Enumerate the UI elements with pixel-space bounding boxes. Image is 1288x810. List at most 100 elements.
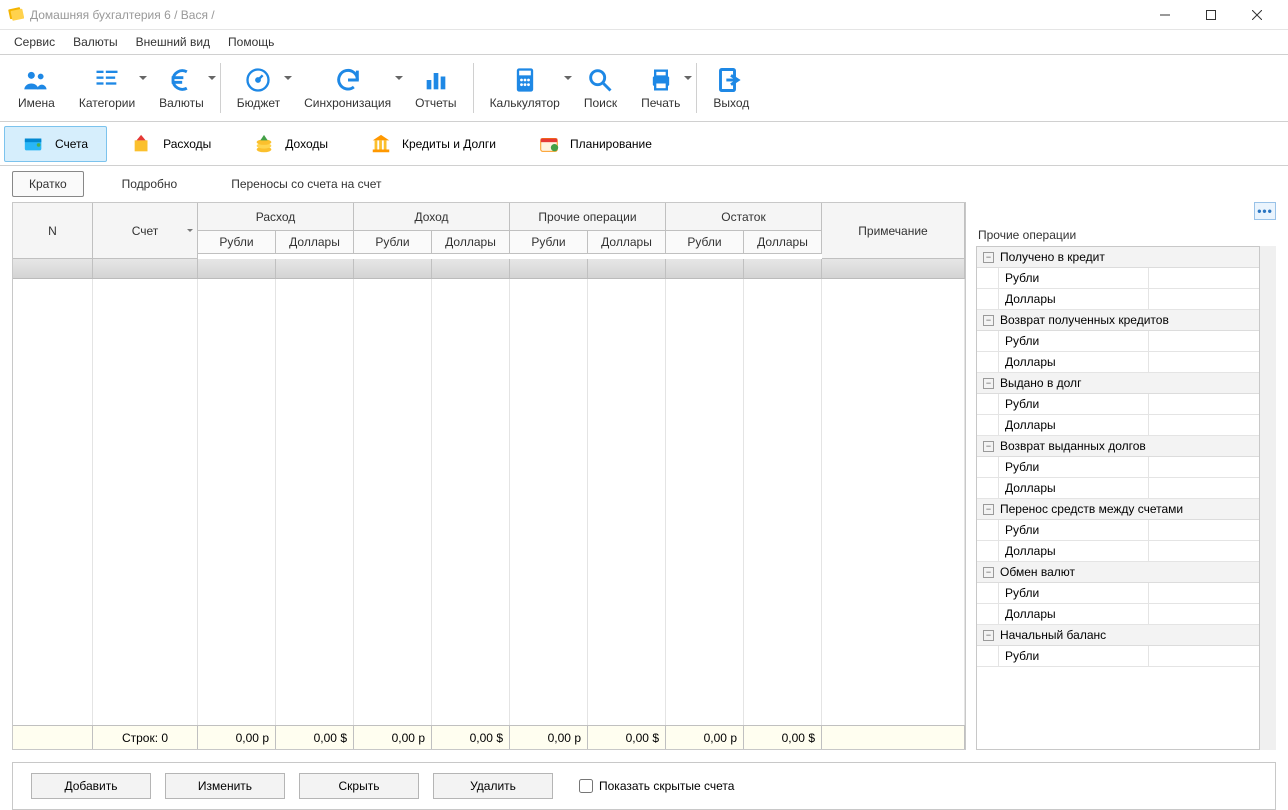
toolbar-print[interactable]: Печать (631, 64, 690, 112)
side-row[interactable]: Доллары (977, 478, 1259, 499)
col-other-rub[interactable]: Рубли (510, 231, 588, 254)
grid-footer: Строк: 0 0,00 р 0,00 $ 0,00 р 0,00 $ 0,0… (13, 725, 965, 749)
tab-planning[interactable]: Планирование (520, 127, 670, 161)
menubar: Сервис Валюты Внешний вид Помощь (0, 30, 1288, 54)
add-button[interactable]: Добавить (31, 773, 151, 799)
col-balance-usd[interactable]: Доллары (744, 231, 822, 254)
col-expense-usd[interactable]: Доллары (276, 231, 354, 254)
side-group-header[interactable]: −Получено в кредит (977, 247, 1259, 268)
menu-view[interactable]: Внешний вид (128, 32, 218, 52)
side-row[interactable]: Рубли (977, 520, 1259, 541)
tab-label: Доходы (285, 137, 328, 151)
side-group-header[interactable]: −Возврат выданных долгов (977, 436, 1259, 457)
exit-icon (717, 66, 745, 94)
hide-button[interactable]: Скрыть (299, 773, 419, 799)
tab-accounts[interactable]: Счета (4, 126, 107, 162)
close-button[interactable] (1234, 0, 1280, 30)
colgroup-expense[interactable]: Расход (198, 203, 354, 231)
collapse-icon[interactable]: − (983, 441, 994, 452)
menu-help[interactable]: Помощь (220, 32, 282, 52)
col-income-usd[interactable]: Доллары (432, 231, 510, 254)
separator (220, 63, 221, 113)
side-row[interactable]: Рубли (977, 457, 1259, 478)
toolbar-reports[interactable]: Отчеты (405, 64, 466, 112)
grid-body[interactable] (13, 279, 965, 725)
col-account[interactable]: Счет (93, 203, 198, 259)
side-group-header[interactable]: −Начальный баланс (977, 625, 1259, 646)
side-row[interactable]: Доллары (977, 604, 1259, 625)
footer-oth-rub: 0,00 р (510, 726, 588, 749)
toolbar-exit[interactable]: Выход (703, 64, 759, 112)
side-row[interactable]: Рубли (977, 268, 1259, 289)
group-label: Перенос средств между счетами (1000, 502, 1183, 516)
side-row[interactable]: Рубли (977, 583, 1259, 604)
wallet-icon (23, 133, 45, 155)
side-row[interactable]: Доллары (977, 415, 1259, 436)
collapse-icon[interactable]: − (983, 567, 994, 578)
colgroup-balance[interactable]: Остаток (666, 203, 822, 231)
colgroup-other[interactable]: Прочие операции (510, 203, 666, 231)
menu-currencies[interactable]: Валюты (65, 32, 126, 52)
side-row[interactable]: Доллары (977, 541, 1259, 562)
collapse-icon[interactable]: − (983, 504, 994, 515)
euro-icon (167, 66, 195, 94)
currency-label: Доллары (999, 352, 1149, 372)
side-row[interactable]: Доллары (977, 352, 1259, 373)
bottom-toolbar: Добавить Изменить Скрыть Удалить Показат… (12, 762, 1276, 810)
colgroup-income[interactable]: Доход (354, 203, 510, 231)
subtab-detail[interactable]: Подробно (106, 172, 194, 196)
tab-expenses[interactable]: Расходы (113, 127, 229, 161)
minimize-button[interactable] (1142, 0, 1188, 30)
col-note[interactable]: Примечание (822, 203, 965, 259)
side-group-header[interactable]: −Обмен валют (977, 562, 1259, 583)
collapse-icon[interactable]: − (983, 378, 994, 389)
col-income-rub[interactable]: Рубли (354, 231, 432, 254)
subtab-brief[interactable]: Кратко (12, 171, 84, 197)
side-row[interactable]: Доллары (977, 289, 1259, 310)
panel-menu-button[interactable]: ••• (1254, 202, 1276, 220)
gauge-icon (244, 66, 272, 94)
col-balance-rub[interactable]: Рубли (666, 231, 744, 254)
currency-label: Рубли (999, 646, 1149, 666)
delete-button[interactable]: Удалить (433, 773, 553, 799)
scrollbar[interactable] (1260, 246, 1276, 750)
search-icon (586, 66, 614, 94)
side-group-header[interactable]: −Перенос средств между счетами (977, 499, 1259, 520)
currency-label: Рубли (999, 394, 1149, 414)
titlebar: Домашняя бухгалтерия 6 / Вася / (0, 0, 1288, 30)
print-icon (647, 66, 675, 94)
col-expense-rub[interactable]: Рубли (198, 231, 276, 254)
collapse-icon[interactable]: − (983, 315, 994, 326)
side-row[interactable]: Рубли (977, 331, 1259, 352)
side-row[interactable]: Рубли (977, 646, 1259, 667)
group-label: Возврат выданных долгов (1000, 439, 1146, 453)
maximize-button[interactable] (1188, 0, 1234, 30)
menu-service[interactable]: Сервис (6, 32, 63, 52)
tab-income[interactable]: Доходы (235, 127, 346, 161)
toolbar-names[interactable]: Имена (8, 64, 65, 112)
window-title: Домашняя бухгалтерия 6 / Вася / (30, 8, 215, 22)
collapse-icon[interactable]: − (983, 630, 994, 641)
toolbar-budget[interactable]: Бюджет (227, 64, 290, 112)
side-row[interactable]: Рубли (977, 394, 1259, 415)
tab-credits[interactable]: Кредиты и Долги (352, 127, 514, 161)
col-other-usd[interactable]: Доллары (588, 231, 666, 254)
edit-button[interactable]: Изменить (165, 773, 285, 799)
toolbar-calculator[interactable]: Калькулятор (480, 64, 570, 112)
grid-selection-row[interactable] (13, 259, 965, 279)
categories-icon (93, 66, 121, 94)
toolbar-categories[interactable]: Категории (69, 64, 145, 112)
side-group-header[interactable]: −Выдано в долг (977, 373, 1259, 394)
show-hidden-input[interactable] (579, 779, 593, 793)
currency-label: Рубли (999, 520, 1149, 540)
side-group-header[interactable]: −Возврат полученных кредитов (977, 310, 1259, 331)
toolbar-sync[interactable]: Синхронизация (294, 64, 401, 112)
collapse-icon[interactable]: − (983, 252, 994, 263)
side-grid[interactable]: −Получено в кредитРублиДоллары−Возврат п… (976, 246, 1260, 750)
toolbar-currencies[interactable]: Валюты (149, 64, 214, 112)
subtab-transfers[interactable]: Переносы со счета на счет (215, 172, 397, 196)
show-hidden-checkbox[interactable]: Показать скрытые счета (579, 779, 734, 793)
group-label: Начальный баланс (1000, 628, 1106, 642)
col-n[interactable]: N (13, 203, 93, 259)
toolbar-search[interactable]: Поиск (574, 64, 627, 112)
